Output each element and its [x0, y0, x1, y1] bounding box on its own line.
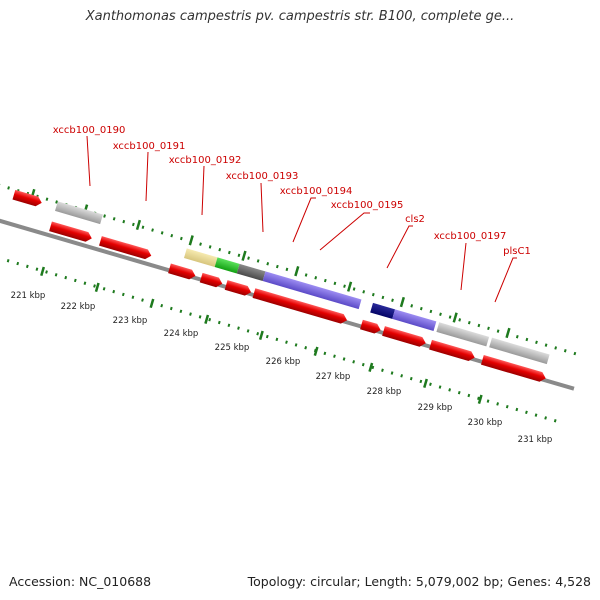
gene-label[interactable]: xccb100_0193 — [226, 171, 299, 182]
ruler-labels: 221 kbp 222 kbp 223 kbp 224 kbp 225 kbp … — [11, 291, 553, 445]
gene-feature[interactable] — [436, 322, 490, 347]
upper-strand-features — [12, 189, 550, 365]
ruler-label: 225 kbp — [215, 343, 250, 353]
gene-label[interactable]: xccb100_0194 — [280, 186, 353, 197]
outer-tick-ring — [0, 169, 584, 358]
gene-label[interactable]: xccb100_0195 — [331, 200, 404, 211]
gene-feature[interactable] — [370, 302, 396, 319]
cds-arrow[interactable] — [252, 288, 349, 325]
gene-leader-lines — [86, 135, 517, 303]
gene-feature[interactable] — [392, 309, 437, 331]
gene-feature[interactable] — [236, 263, 266, 282]
cds-arrow[interactable] — [480, 355, 547, 383]
gene-feature[interactable] — [489, 337, 550, 365]
accession-text: Accession: NC_010688 — [9, 574, 152, 589]
gene-label[interactable]: cls2 — [405, 214, 425, 225]
map-title: Xanthomonas campestris pv. campestris st… — [85, 9, 515, 24]
ruler-label: 221 kbp — [11, 291, 46, 301]
topology-text: Topology: circular; Length: 5,079,002 bp… — [247, 574, 591, 589]
cds-arrow[interactable] — [199, 272, 224, 289]
cds-arrow[interactable] — [429, 339, 476, 363]
gene-label[interactable]: xccb100_0192 — [169, 155, 242, 166]
cds-arrow[interactable] — [12, 189, 44, 208]
gene-label[interactable]: xccb100_0190 — [53, 125, 126, 136]
gene-label[interactable]: xccb100_0191 — [113, 141, 186, 152]
cds-arrow[interactable] — [360, 319, 382, 335]
ruler-label: 228 kbp — [367, 387, 402, 397]
lower-strand-features — [49, 221, 547, 383]
cds-arrow[interactable] — [99, 236, 153, 260]
ruler-label: 229 kbp — [418, 403, 453, 413]
ruler-label: 231 kbp — [518, 435, 553, 445]
gene-feature[interactable] — [214, 257, 240, 274]
ruler-label: 222 kbp — [61, 302, 96, 312]
gene-feature[interactable] — [183, 248, 218, 267]
gene-label[interactable]: plsC1 — [503, 246, 531, 257]
ruler-label: 226 kbp — [266, 357, 301, 367]
ruler-label: 224 kbp — [164, 329, 199, 339]
cds-arrow[interactable] — [49, 221, 93, 243]
gene-labels: xccb100_0190 xccb100_0191 xccb100_0192 x… — [53, 125, 531, 257]
gene-feature[interactable] — [55, 201, 103, 225]
cds-arrow[interactable] — [382, 326, 427, 348]
ruler-label: 223 kbp — [113, 316, 148, 326]
ruler-label: 230 kbp — [468, 418, 503, 428]
cds-arrow[interactable] — [224, 280, 253, 297]
inner-tick-ring — [0, 236, 565, 425]
cds-arrow[interactable] — [168, 263, 197, 281]
outer-major-ticks — [30, 188, 511, 339]
ruler-label: 227 kbp — [316, 372, 351, 382]
gene-feature[interactable] — [262, 271, 362, 310]
gene-label[interactable]: xccb100_0197 — [434, 231, 507, 242]
inner-major-ticks — [40, 266, 483, 405]
